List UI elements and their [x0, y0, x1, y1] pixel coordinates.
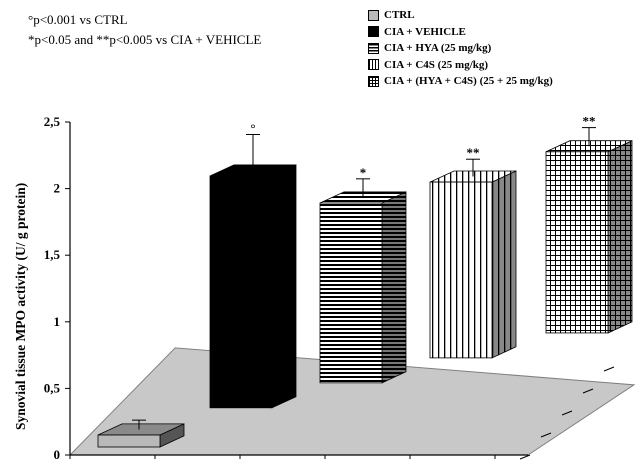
bar-front-c4s — [429, 181, 493, 359]
bars: °***** — [97, 114, 633, 448]
legend-item-vehicle: CIA + VEHICLE — [368, 24, 553, 41]
significance-marker-hya: * — [360, 165, 367, 180]
bar-vehicle: ° — [209, 121, 297, 409]
legend-swatch-combo — [368, 75, 379, 87]
bar-c4s: ** — [429, 145, 517, 359]
y-tick-label: 1,5 — [44, 247, 61, 262]
legend-item-ctrl: CTRL — [368, 7, 553, 24]
significance-note-2: *p<0.05 and **p<0.005 vs CIA + VEHICLE — [28, 32, 262, 47]
bar-side-combo — [607, 140, 633, 334]
y-axis-label: Synovial tissue MPO activity (U/ g prote… — [13, 182, 28, 430]
legend: CTRL CIA + VEHICLE CIA + HYA (25 mg/kg) … — [368, 7, 553, 90]
y-tick-label: 1 — [54, 314, 61, 329]
significance-marker-c4s: ** — [467, 145, 480, 160]
bar-front-hya — [319, 202, 383, 384]
y-tick-label: 0 — [54, 447, 61, 460]
y-tick-label: 0,5 — [44, 380, 61, 395]
legend-label-vehicle: CIA + VEHICLE — [384, 25, 466, 38]
floor-tick — [540, 432, 552, 438]
bar-side-hya — [381, 191, 407, 384]
floor-tick — [519, 454, 531, 460]
legend-label-hya: CIA + HYA (25 mg/kg) — [384, 42, 492, 55]
floor-tick — [603, 366, 615, 372]
legend-swatch-hya — [368, 42, 379, 54]
legend-swatch-vehicle — [368, 26, 379, 38]
bar-side-vehicle — [271, 164, 297, 409]
y-axis: 0 0,5 1 1,5 2 2,5 — [44, 114, 528, 460]
legend-item-combo: CIA + (HYA + C4S) (25 + 25 mg/kg) — [368, 73, 553, 90]
bar-front-combo — [545, 151, 609, 334]
legend-swatch-ctrl — [368, 9, 379, 21]
y-tick-label: 2,5 — [44, 114, 61, 129]
legend-swatch-c4s — [368, 59, 379, 71]
bar-hya: * — [319, 165, 407, 384]
legend-label-c4s: CIA + C4S (25 mg/kg) — [384, 58, 489, 71]
legend-label-combo: CIA + (HYA + C4S) (25 + 25 mg/kg) — [384, 75, 553, 88]
floor-tick — [561, 410, 573, 416]
significance-marker-combo: ** — [583, 114, 596, 129]
legend-item-hya: CIA + HYA (25 mg/kg) — [368, 40, 553, 57]
bar-side-c4s — [491, 170, 517, 359]
y-tick-label: 2 — [54, 181, 61, 196]
legend-label-ctrl: CTRL — [384, 9, 415, 22]
bar-ctrl — [97, 419, 185, 448]
legend-item-c4s: CIA + C4S (25 mg/kg) — [368, 57, 553, 74]
bar-combo: ** — [545, 114, 633, 334]
significance-note-1: °p<0.001 vs CTRL — [28, 12, 128, 27]
floor-tick — [582, 388, 594, 394]
bar-front-ctrl — [97, 434, 161, 448]
significance-marker-vehicle: ° — [250, 121, 255, 136]
bar-front-vehicle — [209, 175, 273, 409]
